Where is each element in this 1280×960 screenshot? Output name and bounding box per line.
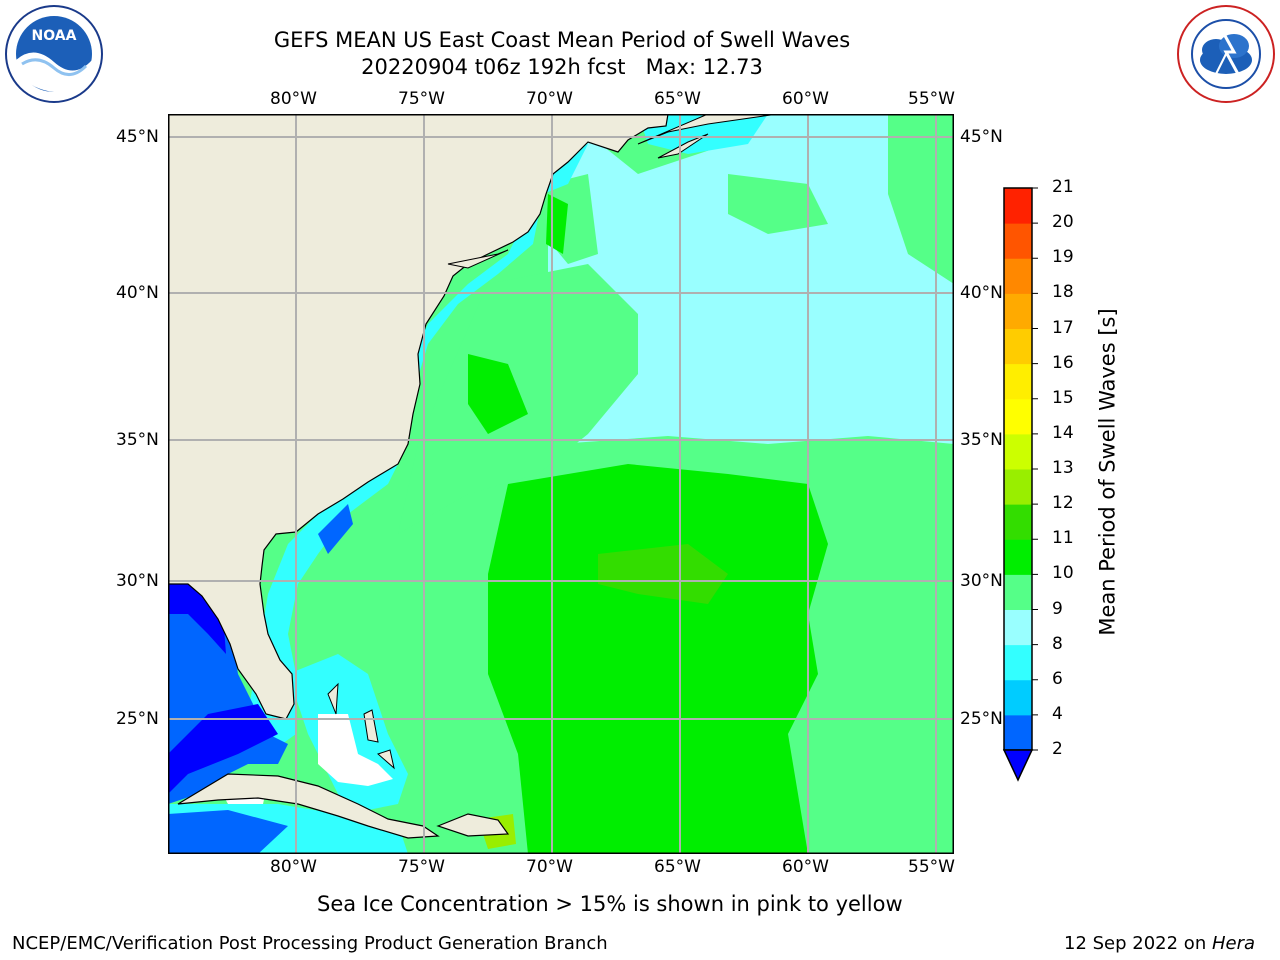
lon-label-bottom: 65°W: [654, 857, 701, 877]
lon-label-top: 60°W: [782, 89, 829, 109]
swell-zone-8-9s: [548, 114, 954, 444]
colorbar-tick-label: 4: [1052, 703, 1063, 724]
colorbar-tick-label: 19: [1052, 247, 1074, 268]
colorbar: [1000, 186, 1040, 786]
footer-host: Hera: [1211, 933, 1255, 954]
lat-label-right: 35°N: [960, 430, 1003, 450]
colorbar-title: Mean Period of Swell Waves [s]: [1095, 308, 1120, 636]
colorbar-band: [1004, 679, 1032, 716]
lon-label-bottom: 55°W: [908, 857, 955, 877]
lat-label-right: 25°N: [960, 709, 1003, 729]
colorbar-under-extension: [1002, 749, 1034, 782]
colorbar-band: [1004, 539, 1032, 575]
national-weather-service-logo-icon: [1176, 4, 1276, 104]
colorbar-tick-label: 9: [1052, 598, 1063, 619]
colorbar-tick-label: 16: [1052, 352, 1074, 373]
nova-scotia-land: [657, 133, 709, 159]
colorbar-band: [1004, 223, 1032, 259]
footer-date: 12 Sep 2022 on Hera: [1064, 933, 1255, 954]
lon-label-bottom: 70°W: [526, 857, 573, 877]
sea-ice-note: Sea Ice Concentration > 15% is shown in …: [317, 892, 903, 916]
no-data-shallow-banks: [318, 714, 393, 786]
colorbar-band: [1004, 609, 1032, 646]
colorbar-title-wrap: Mean Period of Swell Waves [s]: [944, 308, 1244, 635]
long-island: [447, 249, 509, 269]
colorbar-tick-label: 13: [1052, 458, 1074, 478]
cuba-land: [177, 773, 440, 839]
lon-label-top: 65°W: [654, 89, 701, 109]
colorbar-band: [1004, 398, 1032, 435]
colorbar-tick-label: 14: [1052, 422, 1074, 443]
noaa-logo-text: NOAA: [32, 28, 77, 44]
lat-label-right: 40°N: [960, 283, 1003, 303]
colorbar-band: [1004, 258, 1032, 294]
lat-label-left: 35°N: [116, 430, 159, 450]
swell-zone-10-11s: [468, 354, 528, 434]
lon-label-top: 75°W: [398, 89, 445, 109]
hispaniola-land: [436, 813, 510, 837]
lon-label-top: 70°W: [526, 89, 573, 109]
colorbar-tick-label: 20: [1052, 212, 1074, 233]
lat-label-left: 45°N: [116, 127, 159, 147]
lon-label-top: 80°W: [270, 89, 317, 109]
colorbar-tick-label: 17: [1052, 317, 1074, 338]
colorbar-band: [1004, 469, 1032, 505]
swell-zone-11-12s: [598, 544, 728, 604]
lat-label-right: 30°N: [960, 571, 1003, 591]
colorbar-tick-label: 8: [1052, 633, 1063, 654]
lat-label-left: 30°N: [116, 571, 159, 591]
colorbar-band: [1004, 363, 1032, 400]
colorbar-tick-label: 15: [1052, 387, 1074, 408]
colorbar-tick-label: 6: [1052, 668, 1063, 689]
map-gridlines: [168, 114, 954, 854]
lon-label-bottom: 80°W: [270, 857, 317, 877]
colorbar-tick-label: 18: [1052, 282, 1074, 303]
chart-subtitle: 20220904 t06z 192h fcst Max: 12.73: [361, 55, 763, 79]
colorbar-band: [1004, 433, 1032, 470]
colorbar-tick-label: 12: [1052, 493, 1074, 514]
north-america-land: [168, 114, 669, 720]
lat-label-right: 45°N: [960, 127, 1003, 147]
colorbar-band: [1004, 504, 1032, 540]
chart-title: GEFS MEAN US East Coast Mean Period of S…: [273, 28, 851, 52]
colorbar-tick-label: 10: [1052, 563, 1074, 584]
noaa-logo-icon: NOAA: [4, 4, 104, 104]
colorbar-tick-label: 11: [1052, 528, 1074, 549]
lon-label-bottom: 60°W: [782, 857, 829, 877]
colorbar-tick-label: 2: [1052, 739, 1063, 759]
lon-label-top: 55°W: [908, 89, 955, 109]
colorbar-band: [1004, 293, 1032, 329]
colorbar-band: [1004, 714, 1032, 751]
footer-date-text: 12 Sep 2022 on: [1064, 933, 1212, 954]
bahamas-islands: [327, 682, 395, 770]
lon-label-bottom: 75°W: [398, 857, 445, 877]
footer-branch: NCEP/EMC/Verification Post Processing Pr…: [12, 933, 608, 954]
colorbar-band: [1004, 644, 1032, 681]
lat-label-left: 25°N: [116, 709, 159, 729]
colorbar-band: [1004, 574, 1032, 610]
lat-label-left: 40°N: [116, 283, 159, 303]
colorbar-band: [1004, 188, 1032, 224]
colorbar-band: [1004, 328, 1032, 365]
map-panel: [168, 114, 954, 854]
colorbar-tick-label: 21: [1052, 177, 1074, 197]
